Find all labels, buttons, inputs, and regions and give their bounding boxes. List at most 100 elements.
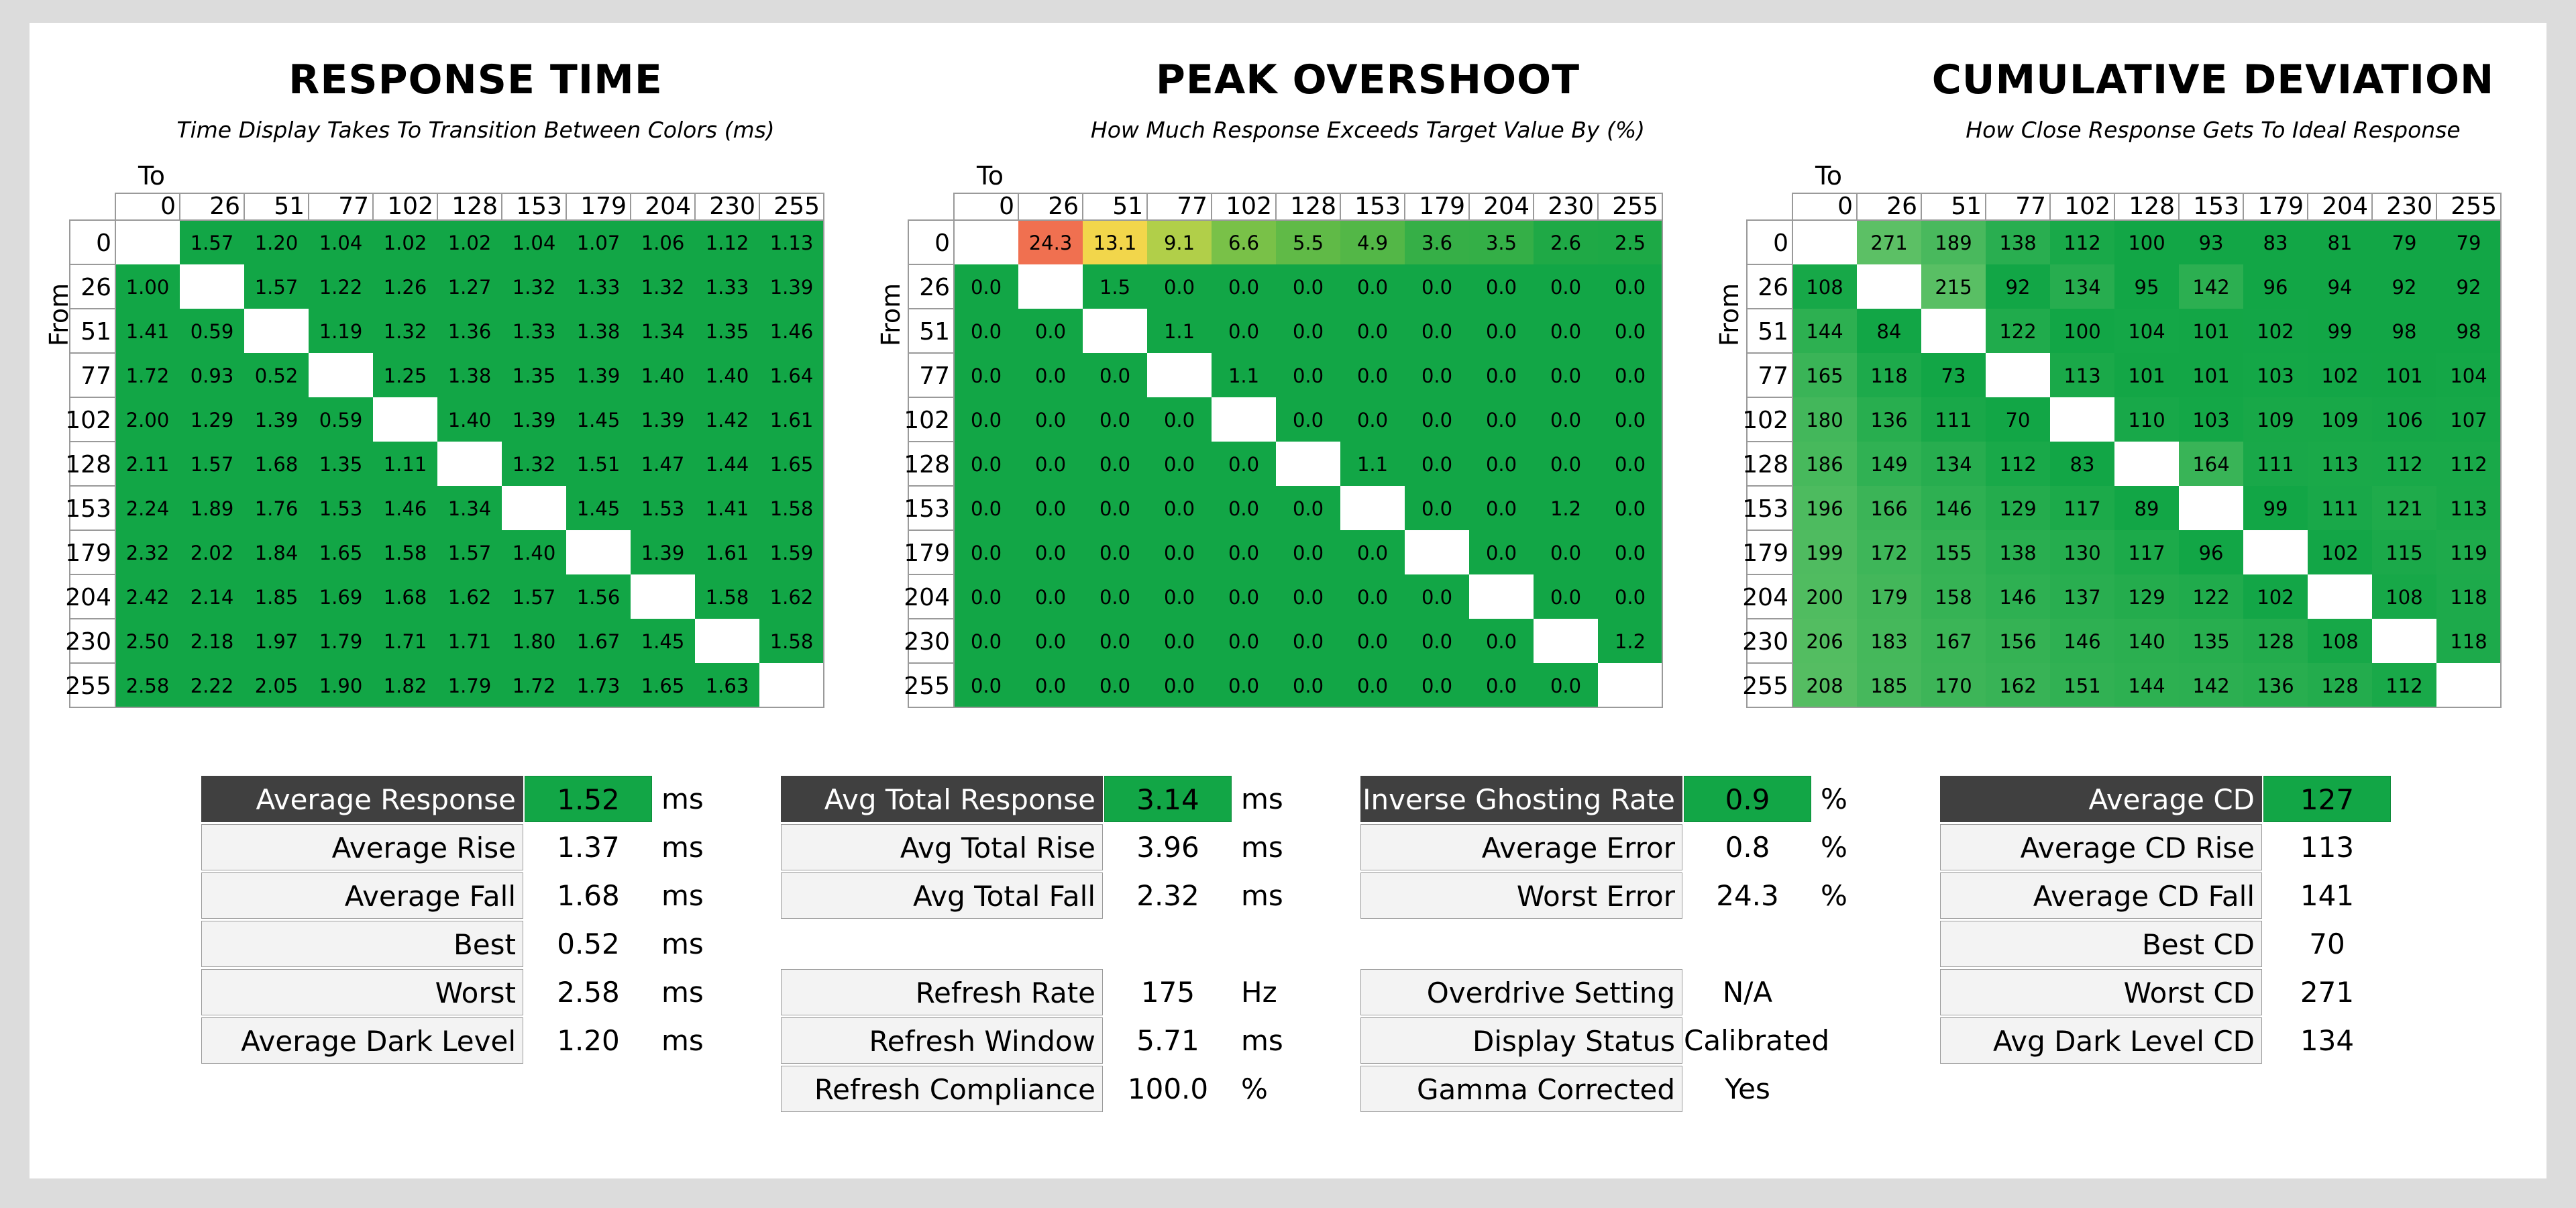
cell-value: 180 bbox=[1806, 409, 1843, 432]
heat-cell bbox=[437, 309, 502, 353]
row-header-cell bbox=[1746, 574, 1793, 619]
cell-value: 0.0 bbox=[1486, 364, 1517, 387]
heat-cell bbox=[2179, 530, 2243, 574]
cell-value: 93 bbox=[2199, 232, 2224, 254]
cell-value: 1.58 bbox=[770, 630, 814, 653]
cell-value: 0.0 bbox=[1228, 497, 1259, 520]
heat-cell bbox=[2436, 220, 2501, 264]
cell-value: 0.0 bbox=[1486, 320, 1517, 343]
cell-value: 0.0 bbox=[1550, 453, 1581, 476]
heat-cell bbox=[2114, 397, 2179, 442]
diagonal-cell bbox=[1921, 309, 1986, 353]
col-header-cell bbox=[566, 193, 631, 221]
cell-value: 0.0 bbox=[1228, 276, 1259, 299]
stat-unit: ms bbox=[661, 927, 704, 960]
cell-value: 1.42 bbox=[706, 409, 749, 432]
col-header-26: 26 bbox=[1886, 193, 1917, 220]
col-header-230: 230 bbox=[709, 193, 755, 220]
cell-value: 104 bbox=[2128, 320, 2165, 343]
stat-unit: ms bbox=[661, 976, 704, 1009]
heat-cell bbox=[2436, 353, 2501, 397]
row-header-102: 102 bbox=[1742, 407, 1788, 434]
cell-value: 199 bbox=[1806, 542, 1843, 564]
cell-value: 121 bbox=[2385, 497, 2422, 520]
heat-cell bbox=[2050, 220, 2114, 264]
cell-value: 2.05 bbox=[255, 674, 299, 697]
cell-value: 95 bbox=[2135, 276, 2159, 299]
cell-value: 1.65 bbox=[641, 674, 685, 697]
cell-value: 200 bbox=[1806, 586, 1843, 609]
row-header-204: 204 bbox=[904, 584, 950, 611]
cell-value: 2.42 bbox=[126, 586, 170, 609]
cell-value: 1.39 bbox=[513, 409, 556, 432]
stat-unit: ms bbox=[1241, 783, 1283, 815]
diagonal-cell bbox=[1276, 442, 1340, 486]
heat-cell bbox=[566, 309, 631, 353]
heat-cell bbox=[2179, 574, 2243, 619]
heat-cell bbox=[954, 397, 1018, 442]
heat-cell bbox=[759, 309, 824, 353]
heat-cell bbox=[2050, 619, 2114, 663]
heat-cell bbox=[2372, 663, 2436, 707]
col-header-102: 102 bbox=[387, 193, 433, 220]
stat-label: Avg Dark Level CD bbox=[1940, 1017, 2262, 1064]
cell-value: 3.6 bbox=[1421, 232, 1452, 254]
heat-cell bbox=[373, 264, 437, 309]
heat-cell bbox=[1921, 663, 1986, 707]
heat-cell bbox=[2436, 264, 2501, 309]
cell-value: 113 bbox=[2063, 364, 2100, 387]
stat-label: Avg Total Response bbox=[781, 776, 1103, 822]
heat-cell bbox=[954, 486, 1018, 530]
heat-cell bbox=[1921, 397, 1986, 442]
heat-cell bbox=[1986, 220, 2050, 264]
heat-cell bbox=[1598, 530, 1662, 574]
heat-cell bbox=[2372, 220, 2436, 264]
row-header-cell bbox=[908, 441, 955, 487]
cell-value: 1.58 bbox=[706, 586, 749, 609]
col-header-153: 153 bbox=[516, 193, 562, 220]
row-header-255: 255 bbox=[65, 672, 111, 700]
col-header-179: 179 bbox=[580, 193, 627, 220]
heat-cell bbox=[244, 220, 309, 264]
heat-cell bbox=[1083, 353, 1147, 397]
cell-value: 102 bbox=[2257, 586, 2294, 609]
heat-cell bbox=[1405, 442, 1469, 486]
heat-cell bbox=[1212, 574, 1276, 619]
cell-value: 109 bbox=[2321, 409, 2358, 432]
row-header-cell bbox=[1746, 352, 1793, 398]
heat-cell bbox=[1276, 309, 1340, 353]
heat-cell bbox=[1792, 663, 1857, 707]
cell-value: 2.22 bbox=[191, 674, 234, 697]
heat-cell bbox=[695, 663, 759, 707]
col-header-cell bbox=[1211, 193, 1277, 221]
cell-value: 0.0 bbox=[1164, 542, 1195, 564]
heat-cell bbox=[1534, 353, 1598, 397]
heat-cell bbox=[1340, 530, 1405, 574]
cell-value: 4.9 bbox=[1357, 232, 1388, 254]
cell-value: 5.5 bbox=[1293, 232, 1324, 254]
heat-cell bbox=[1469, 442, 1534, 486]
heat-cell bbox=[1212, 486, 1276, 530]
cell-value: 1.45 bbox=[577, 409, 621, 432]
heat-cell bbox=[1405, 397, 1469, 442]
cell-value: 1.79 bbox=[448, 674, 492, 697]
heat-cell bbox=[759, 353, 824, 397]
row-header-51: 51 bbox=[1758, 318, 1788, 346]
cell-value: 1.1 bbox=[1357, 453, 1388, 476]
cell-value: 138 bbox=[1999, 232, 2036, 254]
cell-value: 102 bbox=[2257, 320, 2294, 343]
diagonal-cell bbox=[309, 353, 373, 397]
cell-value: 1.29 bbox=[191, 409, 234, 432]
cell-value: 186 bbox=[1806, 453, 1843, 476]
cell-value: 119 bbox=[2450, 542, 2487, 564]
col-header-128: 128 bbox=[451, 193, 498, 220]
cell-value: 1.57 bbox=[513, 586, 556, 609]
cell-value: 0.0 bbox=[1421, 364, 1452, 387]
heat-cell bbox=[373, 353, 437, 397]
heat-cell bbox=[566, 220, 631, 264]
row-header-cell bbox=[1746, 397, 1793, 442]
cell-value: 0.0 bbox=[1550, 276, 1581, 299]
cell-value: 96 bbox=[2263, 276, 2288, 299]
heat-cell bbox=[1857, 530, 1921, 574]
heat-cell bbox=[309, 663, 373, 707]
